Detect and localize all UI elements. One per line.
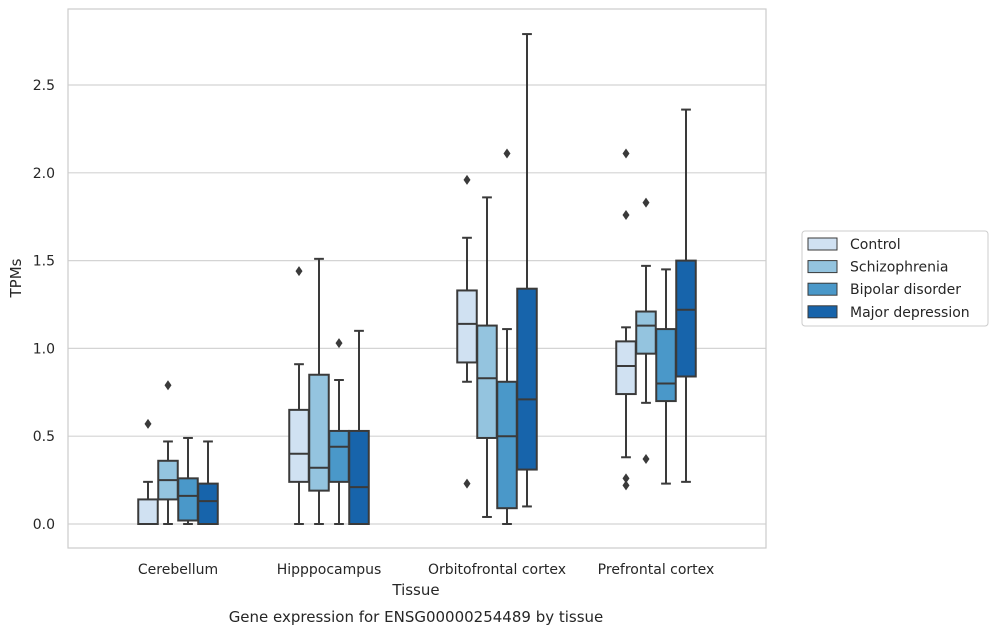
x-tick-label: Orbitofrontal cortex xyxy=(428,562,566,578)
outlier-point xyxy=(622,480,630,491)
box-body xyxy=(348,429,370,526)
plot-background xyxy=(68,9,766,548)
y-axis-ticks: 0.0 0.5 1.0 1.5 2.0 2.5 xyxy=(33,78,55,533)
y-tick-label: 2.0 xyxy=(33,166,55,182)
chart-caption: Gene expression for ENSG00000254489 by t… xyxy=(229,608,604,626)
box xyxy=(516,33,538,508)
legend-label: Schizophrenia xyxy=(850,260,948,276)
box-body xyxy=(615,340,637,396)
box xyxy=(655,268,677,485)
outlier-point xyxy=(463,174,471,185)
box xyxy=(348,329,370,526)
legend-frame xyxy=(801,230,989,327)
box-body xyxy=(516,287,538,471)
legend-swatch xyxy=(807,305,838,319)
box-body xyxy=(288,408,310,483)
box-body xyxy=(635,310,657,355)
box-body xyxy=(476,324,498,439)
y-tick-label: 0.5 xyxy=(33,429,55,445)
box xyxy=(675,108,697,483)
box xyxy=(288,266,310,525)
outlier-point xyxy=(642,197,650,208)
box-body xyxy=(308,373,330,492)
outlier-point xyxy=(144,418,152,429)
box xyxy=(177,436,199,525)
box xyxy=(496,148,518,525)
legend-label: Bipolar disorder xyxy=(850,282,961,298)
x-axis-ticks: Cerebellum Hipppocampus Orbitofrontal cort… xyxy=(138,562,714,578)
legend-swatch xyxy=(807,260,838,274)
box-body xyxy=(177,477,199,522)
outlier-point xyxy=(503,148,511,159)
box-body xyxy=(197,482,219,525)
box-body xyxy=(137,498,159,525)
y-axis-label: TPMs xyxy=(7,258,25,298)
box xyxy=(635,197,657,465)
box-body xyxy=(655,328,677,403)
outlier-point xyxy=(622,209,630,220)
outlier-point xyxy=(642,454,650,465)
y-tick-label: 2.5 xyxy=(33,78,55,94)
legend-items: Control Schizophrenia Bipolar disorder Majo… xyxy=(807,237,970,321)
box xyxy=(137,418,159,525)
outlier-point xyxy=(622,473,630,484)
box xyxy=(615,148,637,491)
legend-swatch xyxy=(807,237,838,251)
box-body xyxy=(328,429,350,483)
outlier-point xyxy=(463,478,471,489)
x-axis-label: Tissue xyxy=(391,581,439,599)
y-tick-label: 1.0 xyxy=(33,341,55,357)
box-body xyxy=(675,259,697,378)
box-body xyxy=(456,289,478,364)
outlier-point xyxy=(295,266,303,277)
plot-frame xyxy=(67,8,767,549)
x-tick-label: Cerebellum xyxy=(138,562,218,578)
legend-label: Major depression xyxy=(850,305,970,321)
box xyxy=(197,440,219,525)
legend-label: Control xyxy=(850,237,901,253)
legend: Control Schizophrenia Bipolar disorder Majo… xyxy=(801,230,989,327)
legend-swatch xyxy=(807,282,838,296)
x-tick-label: Prefrontal cortex xyxy=(598,562,715,578)
outlier-point xyxy=(335,338,343,349)
y-tick-label: 0.0 xyxy=(33,517,55,533)
x-tick-label: Hipppocampus xyxy=(277,562,382,578)
y-tick-label: 1.5 xyxy=(33,254,55,270)
box-body xyxy=(496,380,518,510)
outlier-point xyxy=(622,148,630,159)
outlier-point xyxy=(164,380,172,391)
boxes xyxy=(137,33,697,526)
